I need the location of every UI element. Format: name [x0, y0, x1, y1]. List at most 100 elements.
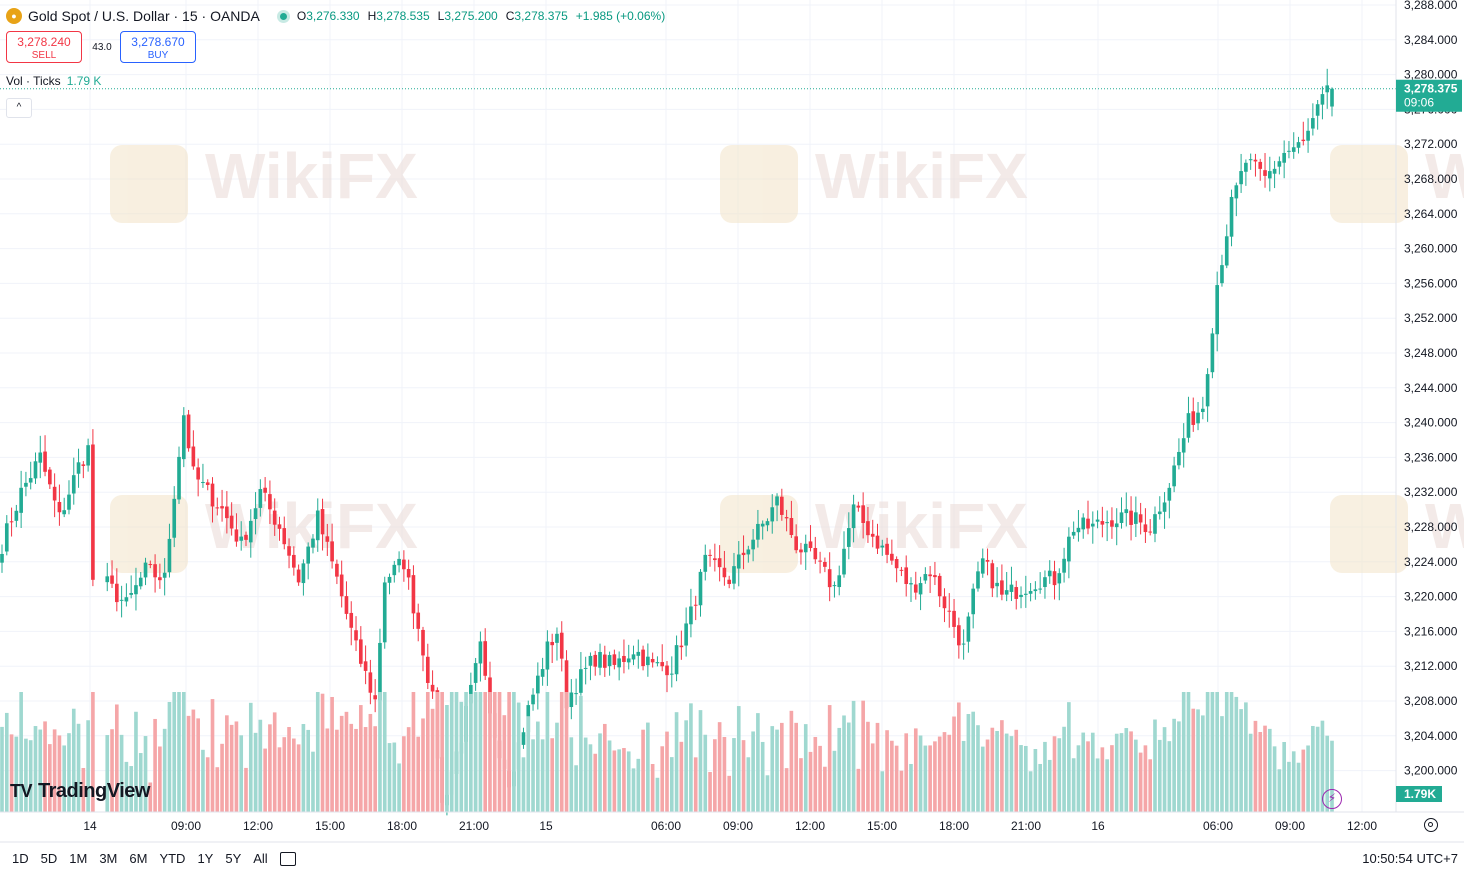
- candle-body: [430, 684, 435, 692]
- candle-body: [124, 597, 129, 602]
- volume-bar: [1105, 759, 1109, 812]
- candle: [358, 626, 363, 668]
- volume-bar: [1277, 769, 1282, 812]
- candle-body: [799, 549, 803, 553]
- collapse-legend-button[interactable]: ^: [6, 98, 32, 118]
- volume-bar: [904, 733, 909, 812]
- candle: [368, 659, 373, 705]
- volume-bar: [746, 757, 751, 812]
- volume-bar: [736, 706, 741, 812]
- sell-button[interactable]: 3,278.240 SELL: [6, 31, 82, 63]
- volume-bar: [531, 739, 535, 812]
- volume-bar: [698, 710, 703, 812]
- candle-body: [904, 567, 909, 585]
- buy-button[interactable]: 3,278.670 BUY: [120, 31, 196, 63]
- candle-body: [1253, 159, 1258, 162]
- candle: [827, 552, 832, 602]
- candle-body: [1263, 170, 1267, 176]
- candle: [765, 518, 770, 532]
- candle-body: [1315, 104, 1320, 116]
- range-all[interactable]: All: [253, 851, 268, 866]
- last-price-badge-bg: [1396, 79, 1462, 112]
- volume-bar: [1320, 720, 1325, 812]
- settings-icon[interactable]: [1424, 818, 1438, 832]
- y-tick-label: 3,272.000: [1404, 137, 1458, 151]
- candle: [923, 567, 928, 584]
- x-tick-label: 18:00: [387, 819, 417, 833]
- candle-body: [406, 569, 411, 578]
- candle: [215, 497, 220, 516]
- tradingview-logo[interactable]: TV TradingView: [10, 780, 150, 803]
- bolt-icon[interactable]: ⚡: [1322, 789, 1342, 809]
- range-1d[interactable]: 1D: [12, 851, 29, 866]
- volume-bar: [1067, 702, 1071, 812]
- candle-body: [205, 482, 210, 485]
- range-1m[interactable]: 1M: [69, 851, 88, 866]
- y-tick-label: 3,264.000: [1404, 207, 1458, 221]
- candle: [402, 550, 406, 582]
- candle-body: [1052, 571, 1057, 586]
- candle-body: [1229, 196, 1234, 237]
- volume-bar: [713, 739, 717, 812]
- volume-legend[interactable]: Vol · Ticks 1.79 K: [6, 74, 101, 88]
- volume-bar: [612, 750, 617, 812]
- candle: [311, 534, 315, 554]
- volume-bar: [181, 692, 186, 812]
- candle: [1301, 121, 1306, 146]
- market-open-dot-icon: [279, 12, 287, 20]
- candle: [909, 577, 913, 603]
- range-5y[interactable]: 5Y: [225, 851, 242, 866]
- candle-body: [861, 505, 865, 523]
- volume-bar: [569, 737, 574, 812]
- volume-bar: [1076, 745, 1081, 812]
- range-6m[interactable]: 6M: [129, 851, 148, 866]
- candle-body: [913, 584, 918, 593]
- candle-body: [1296, 142, 1301, 148]
- volume-bar: [115, 704, 119, 812]
- symbol-title[interactable]: Gold Spot / U.S. Dollar · 15 · OANDA: [28, 8, 260, 24]
- watermark-logo-icon: [110, 495, 188, 573]
- candle: [885, 537, 889, 564]
- candle: [1181, 423, 1186, 468]
- range-1y[interactable]: 1Y: [197, 851, 214, 866]
- candle-body: [263, 487, 267, 493]
- candle: [4, 515, 9, 556]
- candle-body: [837, 575, 842, 588]
- y-tick-label: 3,256.000: [1404, 276, 1458, 290]
- candle: [756, 509, 760, 548]
- range-3m[interactable]: 3M: [99, 851, 118, 866]
- volume-bar: [33, 726, 38, 812]
- calendar-icon[interactable]: [279, 851, 296, 866]
- candle-body: [201, 482, 205, 484]
- candle: [856, 501, 861, 512]
- volume-bar: [449, 692, 454, 812]
- volume-bar: [732, 738, 736, 812]
- candle: [641, 645, 645, 671]
- candle: [1186, 396, 1191, 443]
- candle: [818, 551, 822, 574]
- candle-body: [392, 564, 397, 576]
- candle-body: [306, 546, 311, 564]
- candle-body: [1167, 487, 1172, 501]
- volume-bar: [1181, 692, 1186, 812]
- range-5d[interactable]: 5D: [40, 851, 58, 866]
- volume-bar: [1090, 732, 1095, 812]
- candle: [1095, 510, 1100, 529]
- volume-bar: [1263, 725, 1267, 812]
- candle-body: [626, 658, 631, 663]
- volume-bar: [827, 705, 832, 812]
- candle-body: [1181, 438, 1186, 453]
- candle: [1134, 496, 1138, 537]
- candle-body: [387, 576, 392, 583]
- range-ytd[interactable]: YTD: [159, 851, 186, 866]
- volume-bar: [91, 692, 95, 812]
- candle: [363, 645, 368, 685]
- volume-bar: [1138, 752, 1143, 812]
- volume-bar: [512, 692, 516, 812]
- open-value: O3,276.330: [296, 9, 360, 23]
- candle: [1157, 496, 1162, 520]
- candle-body: [842, 548, 846, 575]
- clock[interactable]: 10:50:54 UTC+7: [1362, 851, 1458, 866]
